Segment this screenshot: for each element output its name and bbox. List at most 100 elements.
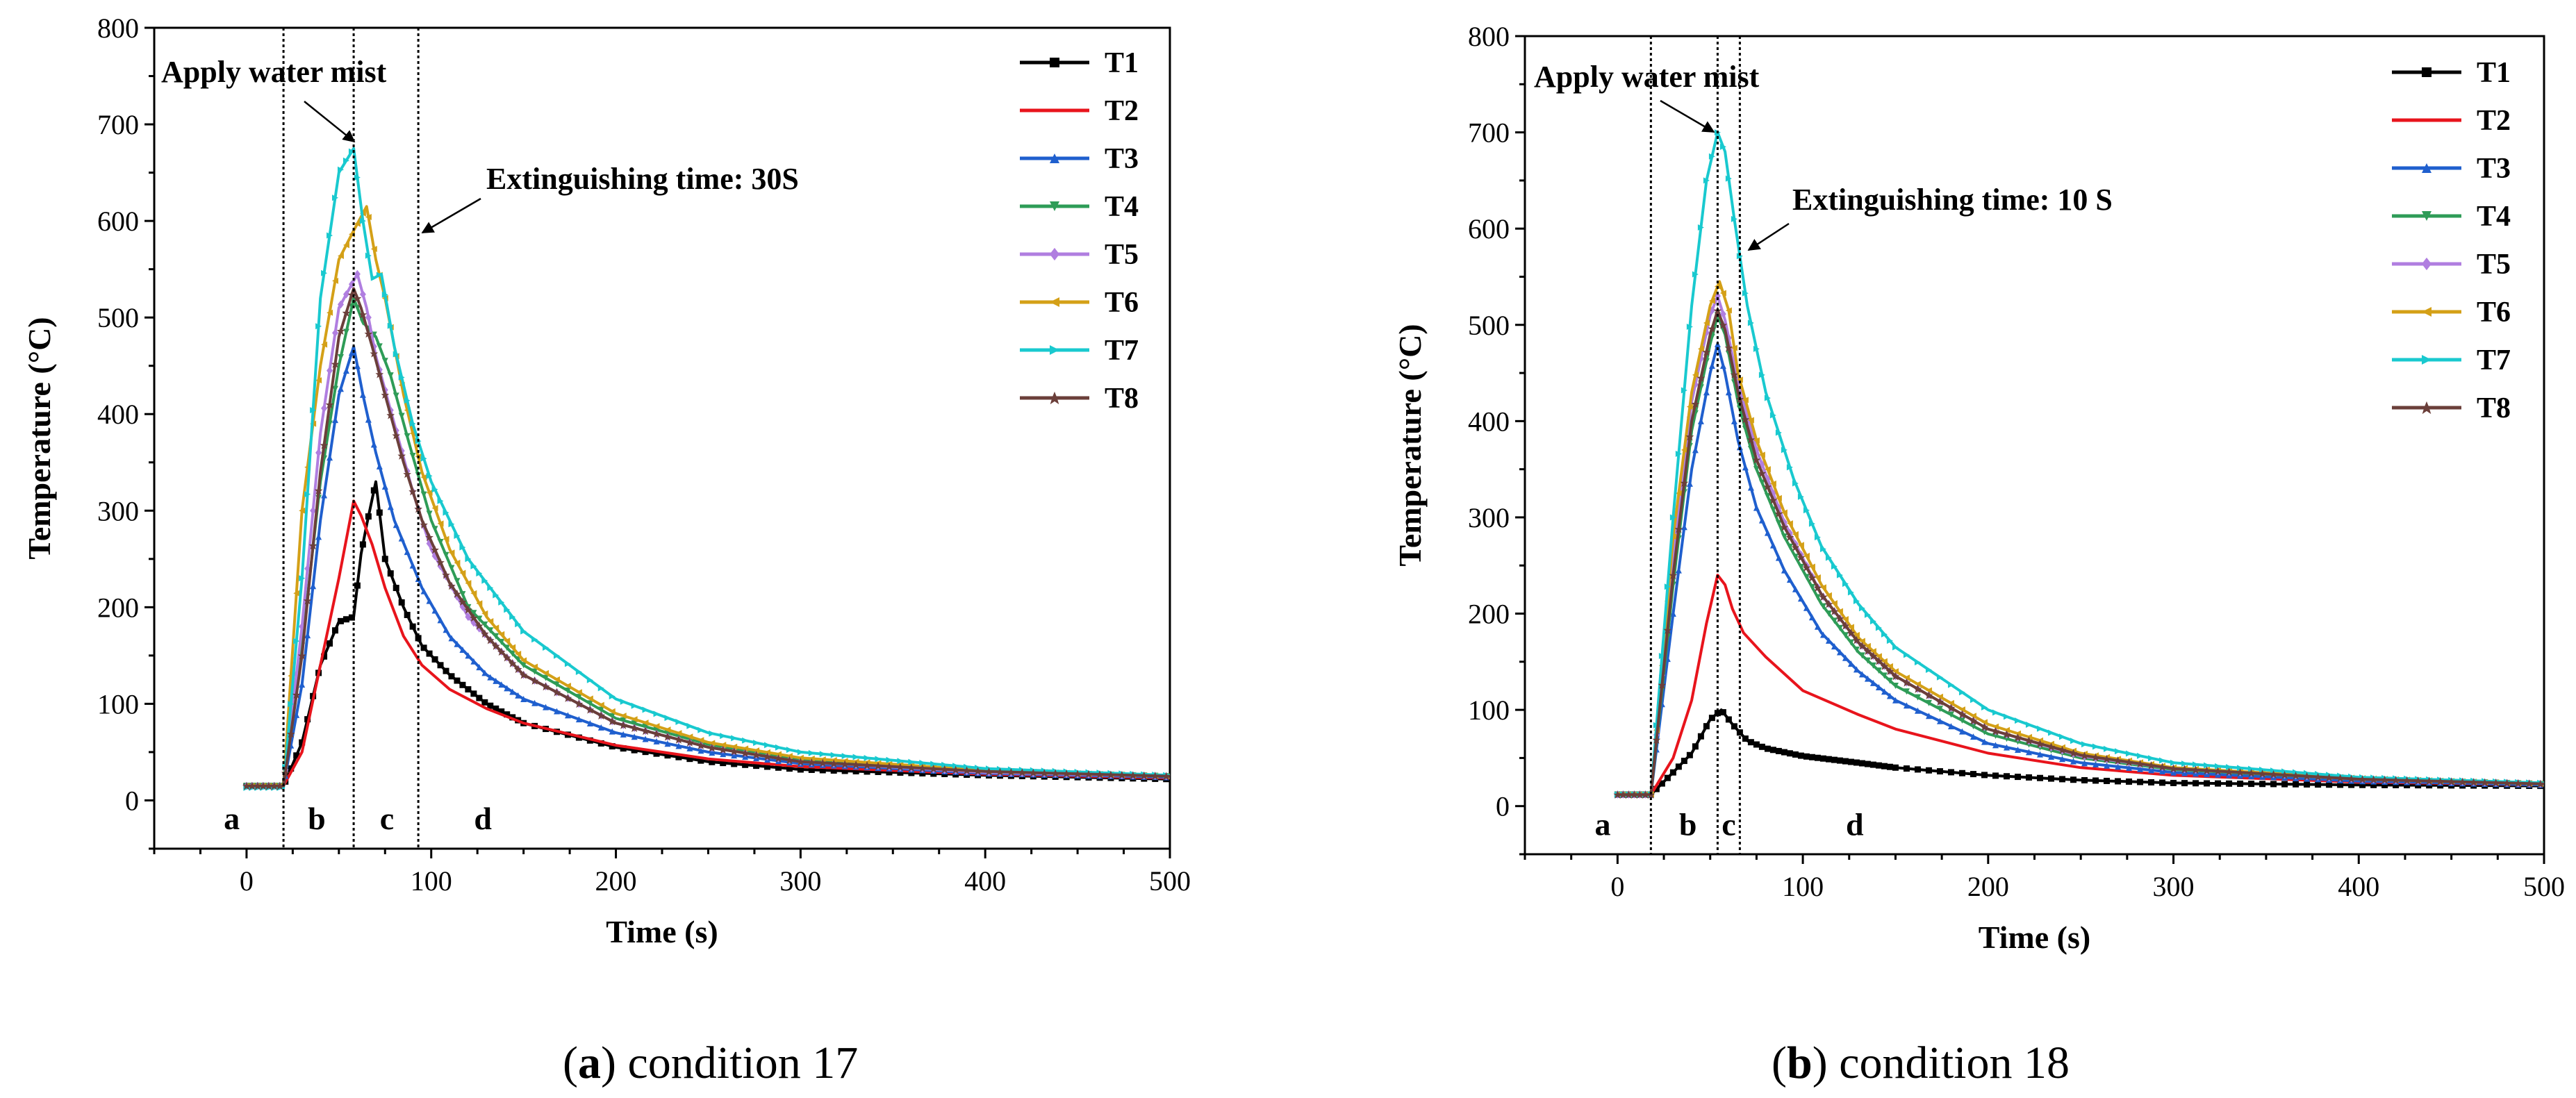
- series-point-T6: [2003, 726, 2010, 733]
- series-point-T4: [448, 565, 455, 572]
- series-point-T4: [1853, 647, 1860, 653]
- series-point-T3: [310, 583, 317, 590]
- series-point-T3: [487, 674, 494, 681]
- series-point-T8: [1029, 768, 1038, 777]
- legend-label-T1: T1: [2477, 57, 2511, 89]
- series-point-T8: [375, 369, 384, 379]
- series-point-T8: [552, 688, 561, 697]
- series-point-T8: [641, 726, 650, 735]
- series-point-T6: [653, 723, 660, 730]
- series-point-T3: [1736, 444, 1743, 451]
- legend-label-T3: T3: [1105, 143, 1139, 175]
- series-point-T7: [1769, 412, 1776, 419]
- series-point-T3: [420, 588, 427, 594]
- series-point-T7: [1825, 554, 1832, 561]
- series-point-T6: [675, 730, 682, 737]
- series-point-T1: [476, 694, 483, 701]
- series-point-T7: [1792, 480, 1799, 487]
- series-point-T3: [1747, 484, 1754, 491]
- series-point-T8: [818, 758, 827, 767]
- series-point-T4: [1892, 682, 1899, 689]
- series-point-T7: [1914, 659, 1921, 666]
- series-point-T7: [1781, 447, 1787, 454]
- series-point-T7: [1686, 324, 1693, 331]
- series-point-T4: [1858, 652, 1865, 659]
- series-point-T8: [686, 738, 694, 747]
- series-point-T8: [303, 596, 312, 605]
- series-point-T8: [1947, 704, 1956, 713]
- series-point-T3: [454, 640, 461, 647]
- x-tick-label: 300: [2153, 871, 2195, 902]
- series-point-T1: [2326, 781, 2333, 788]
- series-point-T1: [2193, 780, 2199, 787]
- series-point-T1: [1981, 772, 1988, 779]
- series-point-T7: [498, 599, 505, 606]
- region-label-a: a: [1595, 806, 1611, 842]
- legend-marker-T4: [1050, 201, 1059, 211]
- series-point-T8: [973, 767, 982, 776]
- series-point-T6: [1792, 531, 1799, 538]
- series-point-T6: [664, 726, 671, 733]
- series-point-T3: [509, 688, 516, 695]
- y-tick-label: 100: [1468, 694, 1510, 726]
- series-point-T3: [470, 658, 477, 665]
- series-point-T7: [310, 407, 317, 414]
- y-tick-label: 200: [1468, 599, 1510, 630]
- series-point-T6: [509, 644, 516, 651]
- series-point-T3: [437, 617, 444, 624]
- series-point-T6: [720, 742, 727, 749]
- series-point-T6: [553, 676, 560, 683]
- series-point-T7: [1836, 572, 1843, 579]
- x-tick-label: 0: [240, 865, 254, 897]
- series-T2: [246, 499, 1171, 788]
- series-point-T6: [1947, 699, 1954, 706]
- series-point-T3: [409, 562, 416, 569]
- series-point-T3: [2115, 763, 2122, 770]
- series-point-T8: [2102, 754, 2111, 763]
- series-point-T1: [2104, 777, 2111, 784]
- series-point-T3: [1992, 742, 1999, 749]
- series-point-T3: [1881, 688, 1888, 695]
- series-point-T3: [1814, 623, 1821, 630]
- series-point-T6: [420, 474, 427, 481]
- series-point-T7: [381, 291, 388, 298]
- series-point-T4: [404, 433, 411, 440]
- series-point-T8: [896, 763, 905, 772]
- series-point-T1: [2081, 776, 2088, 783]
- series-point-T7: [293, 638, 300, 644]
- series-point-T1: [2270, 781, 2277, 788]
- legend-marker-T6: [2422, 307, 2431, 317]
- series-point-T7: [1886, 638, 1893, 644]
- series-point-T4: [509, 650, 516, 657]
- series-point-T8: [1118, 771, 1126, 779]
- series-point-T4: [420, 491, 427, 498]
- series-point-T8: [1835, 614, 1844, 623]
- series-point-T6: [1742, 397, 1749, 404]
- series-point-T7: [1681, 387, 1687, 394]
- series-point-T8: [1885, 667, 1894, 676]
- series-point-T3: [675, 742, 682, 749]
- series-point-T6: [299, 507, 306, 514]
- series-T7: [243, 147, 1171, 791]
- plot-frame: [1524, 35, 2545, 856]
- legend-marker-T6: [1050, 297, 1059, 307]
- series-point-T3: [348, 349, 355, 356]
- series-point-T4: [1786, 543, 1793, 550]
- series-point-T8: [264, 781, 273, 790]
- series-point-T8: [2069, 749, 2078, 758]
- series-point-T8: [675, 735, 683, 744]
- series-point-T8: [1619, 790, 1628, 799]
- series-point-T7: [543, 644, 550, 651]
- series-point-T7: [404, 397, 411, 404]
- series-point-T8: [1869, 651, 1878, 660]
- series-point-T4: [1881, 672, 1888, 679]
- series-point-T8: [1891, 672, 1900, 681]
- series-point-T8: [2124, 758, 2133, 767]
- series-point-T1: [1664, 774, 1671, 781]
- series-point-T3: [1903, 702, 1910, 709]
- series-point-T3: [1681, 524, 1687, 531]
- series-point-T4: [1803, 574, 1810, 581]
- series-point-T3: [481, 669, 488, 676]
- series-point-T7: [941, 761, 948, 768]
- series-point-T8: [1758, 469, 1767, 478]
